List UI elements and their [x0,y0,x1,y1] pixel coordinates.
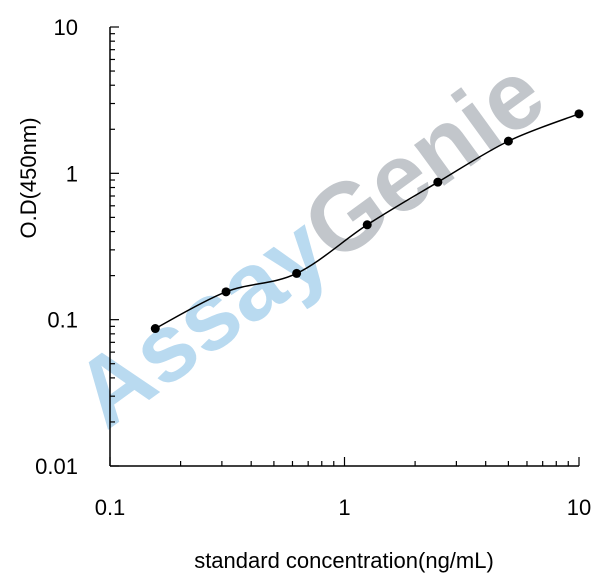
y-axis-title: O.D(450nm) [16,117,41,238]
y-tick-label: 0.1 [47,308,78,333]
x-tick-label: 10 [567,495,591,520]
series [150,109,584,334]
x-tick-label: 0.1 [95,495,126,520]
data-point [292,268,302,278]
y-tick-label: 1 [66,161,78,186]
data-point [574,109,584,119]
data-point [433,177,443,187]
x-tick-label: 1 [338,495,350,520]
data-point [150,324,160,334]
ticks [109,26,580,467]
tick-labels: 0.01 0.1 1 10 0.1 1 10 [35,15,591,520]
data-point [503,136,513,146]
data-point [221,287,231,297]
x-axis-title: standard concentration(ng/mL) [194,548,494,573]
watermark: Assay Genie [56,39,564,449]
watermark-part1: Assay [56,195,348,448]
data-point [362,220,372,230]
y-tick-label: 10 [54,15,78,40]
y-tick-label: 0.01 [35,454,78,479]
watermark-part2: Genie [284,39,563,282]
